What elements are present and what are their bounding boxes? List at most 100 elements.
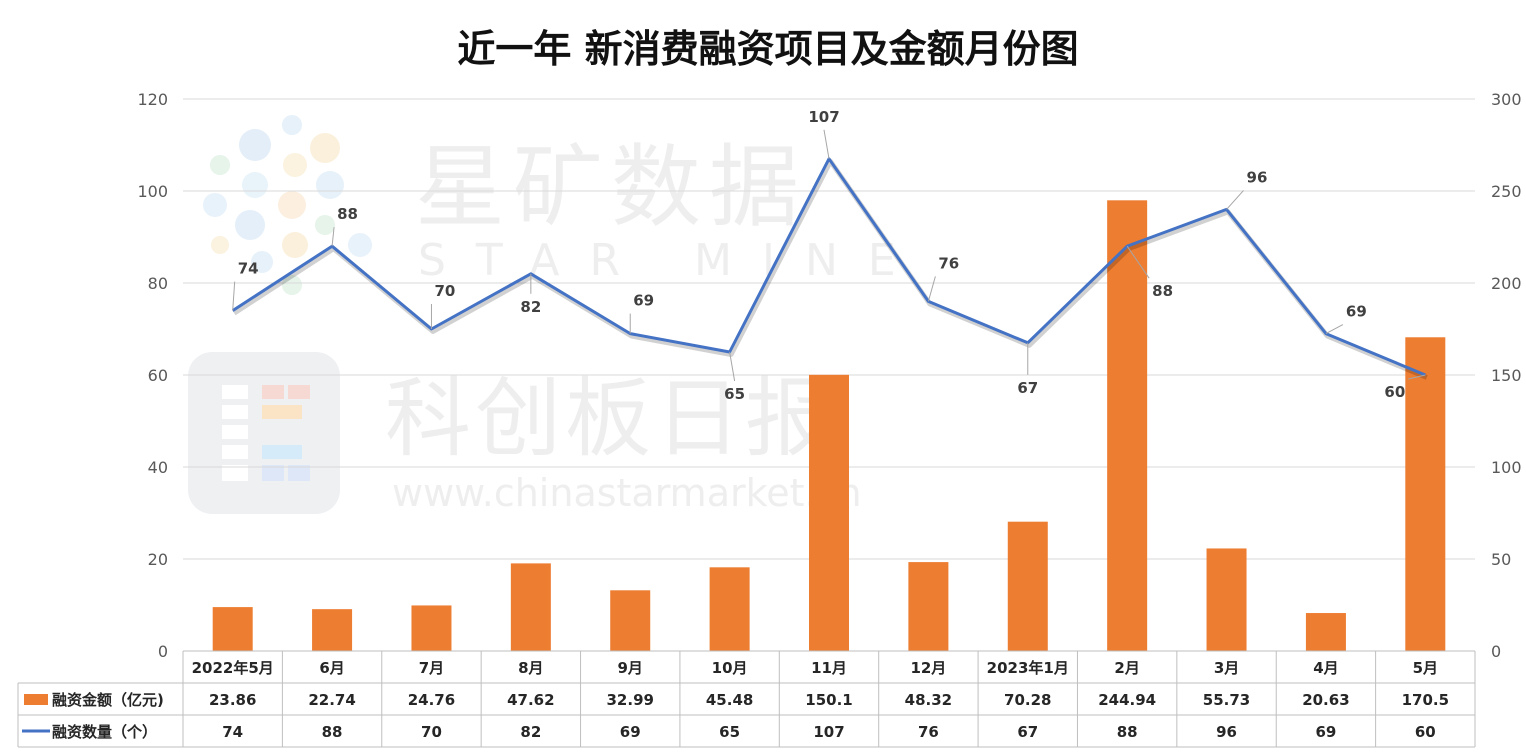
star-mine-logo [203, 115, 372, 295]
bar [212, 607, 253, 651]
table-cell-count: 74 [222, 723, 243, 741]
line-data-label: 96 [1247, 168, 1268, 186]
table-cell-amount: 170.5 [1402, 691, 1449, 709]
category-label: 2022年5月 [192, 659, 274, 677]
line-data-label: 82 [520, 298, 541, 316]
table-cell-count: 96 [1216, 723, 1237, 741]
data-table: 2022年5月 6月 7月 8月 9月 10月 11月 12月 2023年1月 2月 3月 4月 5月融… [17, 650, 1476, 748]
bar [1405, 337, 1446, 651]
table-cell-count: 76 [918, 723, 939, 741]
table-cell-amount: 70.28 [1004, 691, 1051, 709]
bar-series [212, 200, 1446, 651]
bar [709, 567, 750, 651]
bar [411, 605, 452, 651]
table-cell-amount: 55.73 [1203, 691, 1250, 709]
bar [510, 563, 551, 651]
right-axis-tick-label: 200 [1491, 274, 1522, 293]
right-axis-tick-label: 100 [1491, 458, 1522, 477]
bar [809, 374, 849, 651]
watermark-url: www.chinastarmarket.cn [392, 471, 862, 515]
line-data-labels: 74 88 70 82 69 65 107 76 67 88 96 69 60 [232, 108, 1426, 403]
category-label: 3月 [1214, 659, 1239, 677]
category-label: 2月 [1114, 659, 1139, 677]
table-cell-amount: 244.94 [1098, 691, 1156, 709]
line-data-label: 88 [337, 205, 358, 223]
data-label-leader [1126, 245, 1150, 279]
data-label-leader [927, 276, 936, 302]
data-label-leader [823, 129, 830, 159]
right-axis-tick-label: 300 [1491, 90, 1522, 109]
data-label-leader [729, 351, 736, 382]
data-label-leader [1226, 190, 1244, 210]
table-cell-count: 82 [520, 723, 541, 741]
category-label: 5月 [1413, 659, 1438, 677]
line-data-label: 67 [1017, 379, 1038, 397]
watermark-brand-en: STAR MINE [418, 235, 926, 286]
table-cell-count: 69 [620, 723, 641, 741]
table-cell-count: 67 [1017, 723, 1038, 741]
left-axis-tick-label: 60 [148, 366, 168, 385]
bar [908, 562, 949, 651]
line-data-label: 60 [1384, 383, 1405, 401]
table-cell-amount: 32.99 [607, 691, 654, 709]
table-cell-count: 60 [1415, 723, 1436, 741]
legend-label-bar: 融资金额（亿元) [52, 691, 164, 709]
line-data-label: 74 [238, 260, 259, 278]
category-label: 11月 [811, 659, 847, 677]
category-label: 4月 [1313, 659, 1338, 677]
bar [312, 609, 353, 651]
data-label-leader [1408, 374, 1426, 380]
table-cell-count: 65 [719, 723, 740, 741]
table-cell-count: 69 [1315, 723, 1336, 741]
table-cell-amount: 47.62 [507, 691, 554, 709]
table-cell-amount: 23.86 [209, 691, 256, 709]
category-label: 9月 [618, 659, 643, 677]
table-cell-count: 88 [1117, 723, 1138, 741]
category-label: 6月 [319, 659, 344, 677]
category-label: 10月 [712, 659, 748, 677]
data-label-leader [232, 281, 236, 311]
category-label: 8月 [518, 659, 543, 677]
table-cell-amount: 20.63 [1302, 691, 1349, 709]
category-label: 12月 [910, 659, 946, 677]
cls-logo [188, 352, 340, 514]
bar [1007, 521, 1048, 651]
left-axis-tick-label: 120 [137, 90, 168, 109]
left-axis-tick-label: 80 [148, 274, 168, 293]
bar [1107, 200, 1148, 651]
right-axis-tick-label: 50 [1491, 550, 1511, 569]
right-axis-tick-label: 0 [1491, 642, 1501, 661]
right-axis-tick-label: 250 [1491, 182, 1522, 201]
table-cell-count: 88 [322, 723, 343, 741]
legend-label-line: 融资数量（个） [52, 723, 157, 741]
table-cell-amount: 150.1 [805, 691, 852, 709]
left-axis-tick-label: 100 [137, 182, 168, 201]
line-data-label: 70 [434, 282, 455, 300]
legend-key-bar [24, 694, 48, 705]
line-data-label: 69 [633, 292, 654, 310]
table-cell-count: 70 [421, 723, 442, 741]
line-data-label: 76 [938, 254, 959, 272]
line-data-label: 69 [1346, 303, 1367, 321]
table-cell-count: 107 [813, 723, 844, 741]
left-axis-tick-label: 40 [148, 458, 168, 477]
watermark-paper-cn: 科创板日报 [385, 369, 835, 469]
line-data-label: 107 [808, 108, 839, 126]
watermark: 星矿数据 STAR MINE 科创板日报 www.chinastarmarket… [188, 115, 926, 515]
right-axis: 0 50 100 150 200 250 300 [1491, 90, 1522, 661]
watermark-brand-cn: 星矿数据 [415, 135, 807, 240]
table-cell-amount: 22.74 [308, 691, 355, 709]
left-axis-tick-label: 0 [158, 642, 168, 661]
bar [1206, 548, 1247, 651]
left-axis-tick-label: 20 [148, 550, 168, 569]
category-label: 7月 [419, 659, 444, 677]
chart-title: 近一年 新消费融资项目及金额月份图 [457, 27, 1078, 71]
bar [610, 590, 651, 651]
right-axis-tick-label: 150 [1491, 366, 1522, 385]
left-axis: 0 20 40 60 80 100 120 [137, 90, 168, 661]
data-label-leader [1325, 324, 1344, 335]
line-data-label: 65 [724, 385, 745, 403]
line-data-label: 88 [1152, 282, 1173, 300]
table-cell-amount: 24.76 [408, 691, 455, 709]
